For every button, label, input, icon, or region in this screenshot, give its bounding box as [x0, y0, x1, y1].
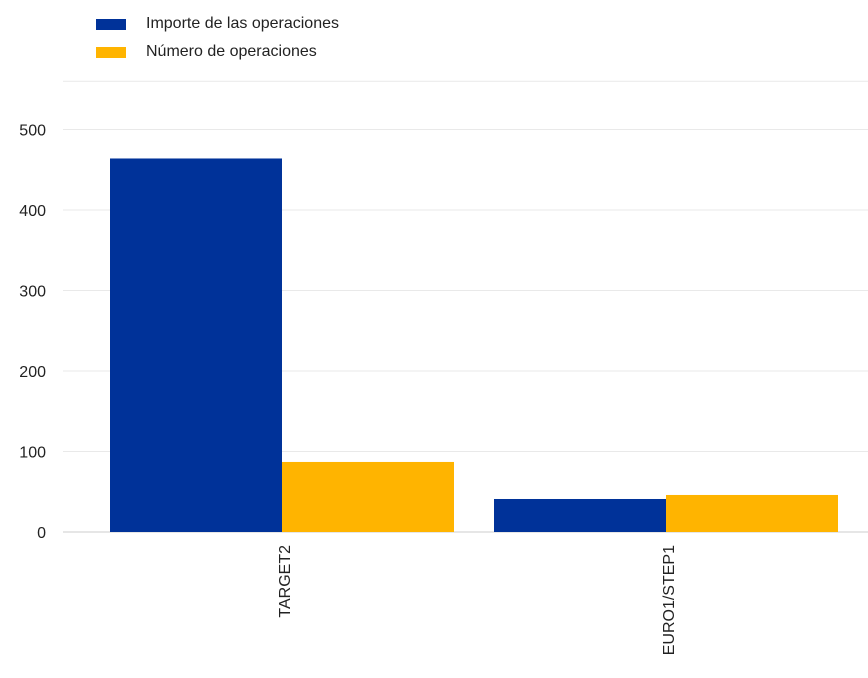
legend: Importe de las operaciones Número de ope… [96, 10, 339, 66]
legend-label-importe: Importe de las operaciones [146, 15, 339, 32]
y-tick-label: 0 [37, 525, 46, 542]
legend-item-numero: Número de operaciones [96, 38, 339, 66]
x-category-label: TARGET2 [277, 545, 294, 618]
y-axis-ticks: 0 100 200 300 400 500 [19, 123, 46, 543]
y-tick-label: 300 [19, 284, 46, 301]
y-tick-label: 200 [19, 364, 46, 381]
y-tick-label: 400 [19, 203, 46, 220]
legend-label-numero: Número de operaciones [146, 43, 317, 60]
bar-numero-1 [666, 494, 838, 532]
bar-importe-1 [494, 498, 666, 532]
x-category-label: EURO1/STEP1 [661, 545, 678, 655]
y-tick-label: 100 [19, 445, 46, 462]
legend-item-importe: Importe de las operaciones [96, 10, 339, 38]
bar-importe-0 [110, 158, 282, 533]
legend-swatch-importe [96, 18, 126, 30]
legend-swatch-numero [96, 46, 126, 58]
bars [110, 158, 838, 533]
y-tick-label: 500 [19, 123, 46, 140]
bar-numero-0 [282, 461, 454, 532]
x-axis-labels: TARGET2 EURO1/STEP1 [277, 545, 678, 655]
